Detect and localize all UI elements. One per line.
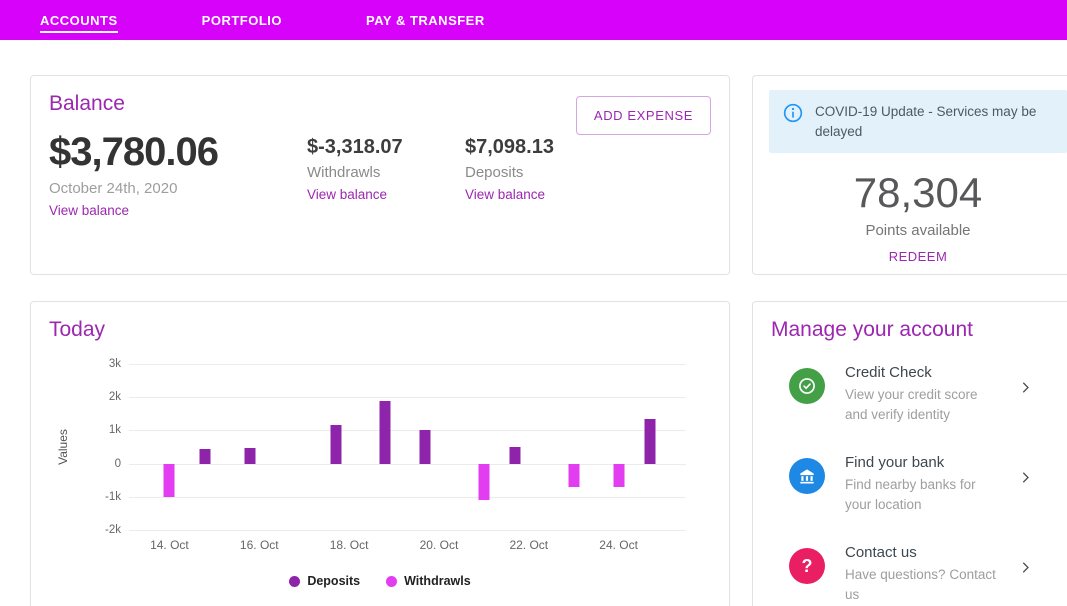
- balance-row: $3,780.06 October 24th, 2020 View balanc…: [49, 130, 711, 220]
- deposits-bar: [509, 447, 521, 464]
- balance-card: Balance ADD EXPENSE $3,780.06 October 24…: [30, 75, 730, 275]
- withdrawls-bar: [163, 463, 175, 497]
- manage-items-list: Credit Check View your credit score and …: [771, 358, 1067, 606]
- withdrawls-bar: [568, 463, 580, 487]
- today-title: Today: [49, 318, 106, 341]
- top-nav: ACCOUNTS PORTFOLIO PAY & TRANSFER: [0, 0, 1067, 40]
- legend-dot: [289, 575, 301, 587]
- deposits-bar: [419, 430, 431, 464]
- manage-item-text: Find your bank Find nearby banks for you…: [845, 454, 998, 514]
- view-balance-link-primary[interactable]: View balance: [49, 203, 130, 218]
- points-label: Points available: [865, 222, 971, 240]
- chevron-right-icon[interactable]: [1018, 560, 1033, 580]
- balance-date: October 24th, 2020: [49, 180, 178, 197]
- chart-legend: Deposits Withdrawls: [49, 574, 711, 588]
- bank-icon: [789, 458, 825, 495]
- manage-item-title: Credit Check: [845, 364, 932, 381]
- left-column: Balance ADD EXPENSE $3,780.06 October 24…: [30, 75, 730, 606]
- withdrawls-bar: [478, 463, 490, 501]
- chevron-right-icon[interactable]: [1018, 470, 1033, 490]
- deposits-bar: [644, 418, 656, 464]
- manage-account-card: Manage your account Credit Check View yo…: [752, 301, 1067, 606]
- deposits-label: Deposits: [465, 164, 524, 181]
- x-tick-label: 18. Oct: [329, 538, 369, 552]
- manage-item-find-your-bank[interactable]: Find your bank Find nearby banks for you…: [771, 448, 1067, 538]
- add-expense-button[interactable]: ADD EXPENSE: [575, 96, 711, 135]
- chart-plot: 3k 2k 1k 0 -1k -2k 14. Oct 16. Oct 18. Oct 20. Oc…: [105, 358, 686, 552]
- covid-notice-text: COVID-19 Update - Services may be delaye…: [815, 104, 1037, 139]
- x-tick-label: 20. Oct: [419, 538, 459, 552]
- info-icon: [783, 103, 803, 128]
- manage-item-contact-us[interactable]: ? Contact us Have questions? Contact us: [771, 538, 1067, 606]
- withdrawls-stat: $-3,318.07 Withdrawls View balance: [307, 130, 465, 220]
- redeem-link[interactable]: REDEEM: [888, 249, 948, 265]
- right-column: COVID-19 Update - Services may be delaye…: [752, 75, 1067, 606]
- deposits-bar: [330, 425, 342, 464]
- nav-tab-portfolio[interactable]: PORTFOLIO: [201, 12, 283, 28]
- y-tick-label: -2k: [105, 524, 121, 536]
- deposits-stat: $7,098.13 Deposits View balance: [465, 130, 623, 220]
- x-tick-label: 16. Oct: [239, 538, 279, 552]
- y-tick-label: 1k: [108, 424, 121, 437]
- nav-tab-pay-and-transfer[interactable]: PAY & TRANSFER: [366, 12, 485, 28]
- deposits-bar: [244, 447, 256, 464]
- gridline: [129, 463, 686, 465]
- legend-item-withdrawls[interactable]: Withdrawls: [386, 574, 471, 588]
- deposits-bar: [199, 448, 211, 464]
- points-value: 78,304: [853, 169, 983, 217]
- manage-item-description: View your credit score and verify identi…: [845, 387, 978, 422]
- legend-label: Withdrawls: [404, 574, 471, 588]
- y-tick-label: 0: [114, 457, 121, 470]
- y-tick-label: -1k: [105, 490, 121, 503]
- gridline: [129, 430, 686, 432]
- legend-item-deposits[interactable]: Deposits: [289, 574, 360, 588]
- gridline: [129, 530, 686, 531]
- withdrawls-label: Withdrawls: [307, 164, 381, 181]
- x-tick-label: 24. Oct: [599, 538, 638, 552]
- manage-item-text: Credit Check View your credit score and …: [845, 364, 998, 424]
- deposits-amount: $7,098.13: [465, 136, 554, 158]
- deposits-bar: [379, 401, 391, 464]
- gridline: [129, 364, 686, 365]
- balance-amount: $3,780.06: [49, 130, 219, 174]
- manage-item-credit-check[interactable]: Credit Check View your credit score and …: [771, 358, 1067, 448]
- withdrawls-bar: [613, 463, 625, 487]
- help-icon: ?: [789, 548, 825, 585]
- chevron-right-icon[interactable]: [1018, 380, 1033, 400]
- bar-chart: Values 3k 2k 1k 0 -1k -2k 14. Oct 16. Oct 18. Oc…: [49, 358, 711, 552]
- gridline: [129, 397, 686, 399]
- credit-check-icon: [789, 368, 825, 404]
- nav-tab-accounts[interactable]: ACCOUNTS: [40, 0, 118, 40]
- manage-account-title: Manage your account: [771, 318, 973, 341]
- withdrawls-amount: $-3,318.07: [307, 136, 403, 158]
- primary-balance: $3,780.06 October 24th, 2020 View balanc…: [49, 130, 307, 220]
- manage-item-description: Find nearby banks for your location: [845, 477, 976, 512]
- y-axis-label: Values: [56, 429, 70, 465]
- view-balance-link-deposits[interactable]: View balance: [465, 187, 546, 202]
- main-content: Balance ADD EXPENSE $3,780.06 October 24…: [0, 40, 1067, 606]
- manage-item-text: Contact us Have questions? Contact us: [845, 544, 998, 604]
- x-tick-label: 14. Oct: [150, 538, 189, 552]
- balance-title: Balance: [49, 92, 125, 115]
- rewards-card: COVID-19 Update - Services may be delaye…: [752, 75, 1067, 275]
- question-mark-glyph: ?: [801, 555, 813, 576]
- legend-dot: [386, 575, 398, 587]
- y-tick-label: 3k: [108, 358, 121, 370]
- view-balance-link-withdrawls[interactable]: View balance: [307, 187, 388, 202]
- x-tick-label: 22. Oct: [509, 538, 549, 552]
- manage-item-title: Find your bank: [845, 454, 945, 472]
- today-card: Today Values 3k 2k 1k 0 -1k -2k 14. Oct 16. Oct…: [30, 301, 730, 606]
- y-tick-label: 2k: [108, 391, 121, 404]
- manage-item-description: Have questions? Contact us: [845, 567, 996, 602]
- gridline: [129, 496, 686, 498]
- covid-notice-banner: COVID-19 Update - Services may be delaye…: [769, 90, 1067, 154]
- legend-label: Deposits: [307, 574, 361, 588]
- manage-item-title: Contact us: [845, 544, 917, 562]
